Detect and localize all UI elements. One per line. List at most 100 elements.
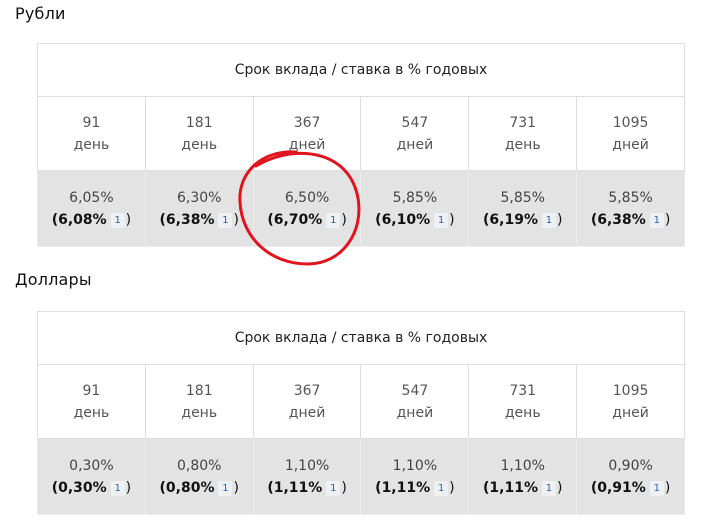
paren-close: ) bbox=[233, 479, 239, 496]
rate-cell: 1,10% (1,11% 1) bbox=[360, 438, 470, 515]
rate-cell: 5,85% (6,38% 1) bbox=[576, 170, 685, 247]
footnote-link[interactable]: 1 bbox=[434, 480, 449, 496]
effective-rate: (0,80% bbox=[159, 479, 215, 496]
rate-cell: 6,50% (6,70% 1) bbox=[252, 170, 362, 247]
paren-close: ) bbox=[664, 211, 671, 228]
term-cell: 547 дней bbox=[360, 96, 470, 171]
effective-rate: (6,19% bbox=[483, 211, 538, 228]
term-unit: день bbox=[181, 404, 218, 421]
footnote-link[interactable]: 1 bbox=[218, 212, 233, 228]
term-unit: день bbox=[181, 136, 218, 153]
paren-close: ) bbox=[125, 211, 132, 228]
effective-rate: (6,08% bbox=[51, 211, 107, 228]
rate-cell: 0,30% (0,30% 1) bbox=[37, 438, 146, 515]
rate-cell: 0,90% (0,91% 1) bbox=[576, 438, 685, 515]
term-days: 1095 bbox=[612, 114, 649, 131]
paren-close: ) bbox=[664, 479, 671, 496]
usd-rates-row: 0,30% (0,30% 1) 0,80% (0,80% 1) 1,10% (1,11% 1… bbox=[37, 438, 685, 515]
footnote-link[interactable]: 1 bbox=[649, 480, 664, 496]
effective-rate: (0,91% bbox=[590, 479, 646, 496]
rate-value: 1,10% bbox=[500, 457, 545, 474]
term-unit: день bbox=[504, 136, 541, 153]
effective-rate: (6,38% bbox=[159, 211, 215, 228]
term-cell: 731 день bbox=[468, 364, 578, 439]
rate-cell: 5,85% (6,19% 1) bbox=[468, 170, 578, 247]
term-unit: день bbox=[73, 404, 110, 421]
footnote-link[interactable]: 1 bbox=[326, 212, 341, 228]
effective-rate: (1,11% bbox=[483, 479, 538, 496]
term-days: 181 bbox=[185, 382, 213, 399]
rate-cell: 6,05% (6,08% 1) bbox=[37, 170, 146, 247]
rate-cell: 0,80% (0,80% 1) bbox=[144, 438, 254, 515]
paren-close: ) bbox=[449, 479, 455, 496]
paren-close: ) bbox=[556, 479, 563, 496]
term-cell: 367 дней bbox=[252, 96, 362, 171]
effective-rate: (6,38% bbox=[590, 211, 646, 228]
effective-rate: (1,11% bbox=[267, 479, 323, 496]
term-cell: 91 день bbox=[37, 364, 146, 439]
usd-term-row: 91 день 181 день 367 дней 547 дней 731 день 1… bbox=[37, 364, 685, 439]
term-cell: 367 дней bbox=[252, 364, 362, 439]
term-days: 91 bbox=[82, 382, 101, 399]
effective-rate: (1,11% bbox=[375, 479, 431, 496]
rate-cell: 5,85% (6,10% 1) bbox=[360, 170, 470, 247]
term-unit: день bbox=[504, 404, 541, 421]
footnote-link[interactable]: 1 bbox=[218, 480, 233, 496]
term-days: 367 bbox=[293, 382, 321, 399]
rate-cell: 1,10% (1,11% 1) bbox=[468, 438, 578, 515]
footnote-link[interactable]: 1 bbox=[110, 480, 125, 496]
rate-value: 1,10% bbox=[392, 457, 438, 474]
paren-close: ) bbox=[341, 479, 347, 496]
footnote-link[interactable]: 1 bbox=[434, 212, 449, 228]
term-days: 181 bbox=[185, 114, 213, 131]
term-cell: 547 дней bbox=[360, 364, 470, 439]
term-days: 731 bbox=[509, 382, 537, 399]
term-unit: день bbox=[73, 136, 110, 153]
rate-value: 6,30% bbox=[177, 189, 222, 206]
rate-value: 5,85% bbox=[608, 189, 653, 206]
rub-section-title: Рубли bbox=[15, 4, 66, 23]
rate-value: 0,80% bbox=[177, 457, 222, 474]
term-days: 547 bbox=[401, 114, 429, 131]
footnote-link[interactable]: 1 bbox=[326, 480, 341, 496]
term-unit: дней bbox=[288, 136, 326, 153]
term-cell: 181 день bbox=[144, 364, 254, 439]
footnote-link[interactable]: 1 bbox=[541, 212, 556, 228]
rate-value: 1,10% bbox=[284, 457, 330, 474]
term-unit: дней bbox=[396, 404, 434, 421]
paren-close: ) bbox=[556, 211, 563, 228]
usd-table-header: Срок вклада / ставка в % годовых bbox=[37, 311, 685, 365]
footnote-link[interactable]: 1 bbox=[541, 480, 556, 496]
term-days: 1095 bbox=[612, 382, 649, 399]
footnote-link[interactable]: 1 bbox=[110, 212, 125, 228]
effective-rate: (6,70% bbox=[267, 211, 323, 228]
rate-value: 0,30% bbox=[69, 457, 114, 474]
paren-close: ) bbox=[341, 211, 347, 228]
term-cell: 91 день bbox=[37, 96, 146, 171]
term-cell: 1095 дней bbox=[576, 364, 685, 439]
rate-value: 0,90% bbox=[608, 457, 653, 474]
paren-close: ) bbox=[449, 211, 455, 228]
rub-rate-table: Срок вклада / ставка в % годовых 91 день … bbox=[37, 43, 685, 247]
rub-term-row: 91 день 181 день 367 дней 547 дней 731 день 1… bbox=[37, 96, 685, 171]
paren-close: ) bbox=[125, 479, 132, 496]
footnote-link[interactable]: 1 bbox=[649, 212, 664, 228]
term-unit: дней bbox=[612, 136, 649, 153]
effective-rate: (0,30% bbox=[51, 479, 107, 496]
term-unit: дней bbox=[396, 136, 434, 153]
usd-section-title: Доллары bbox=[15, 270, 92, 289]
term-days: 367 bbox=[293, 114, 321, 131]
term-days: 91 bbox=[82, 114, 101, 131]
effective-rate: (6,10% bbox=[375, 211, 431, 228]
paren-close: ) bbox=[233, 211, 239, 228]
rate-cell: 1,10% (1,11% 1) bbox=[252, 438, 362, 515]
term-cell: 731 день bbox=[468, 96, 578, 171]
rate-value: 5,85% bbox=[500, 189, 545, 206]
term-unit: дней bbox=[612, 404, 649, 421]
usd-rate-table: Срок вклада / ставка в % годовых 91 день … bbox=[37, 311, 685, 515]
term-cell: 1095 дней bbox=[576, 96, 685, 171]
term-days: 731 bbox=[509, 114, 537, 131]
term-days: 547 bbox=[401, 382, 429, 399]
rate-value: 6,50% bbox=[284, 189, 330, 206]
rate-cell: 6,30% (6,38% 1) bbox=[144, 170, 254, 247]
